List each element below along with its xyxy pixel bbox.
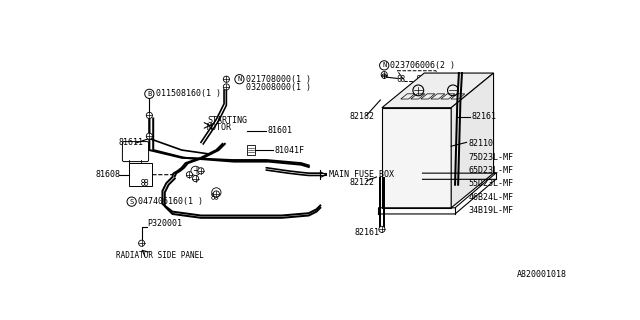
Circle shape bbox=[381, 71, 387, 78]
Text: 81608: 81608 bbox=[95, 170, 120, 179]
Text: -: - bbox=[214, 188, 218, 197]
Bar bbox=[129, 163, 152, 186]
Text: 81611: 81611 bbox=[118, 138, 143, 147]
Circle shape bbox=[186, 172, 193, 178]
Circle shape bbox=[147, 133, 152, 139]
Text: 55D23L-MF: 55D23L-MF bbox=[468, 180, 513, 188]
Text: P320001: P320001 bbox=[147, 219, 182, 228]
Text: 023706006(2 ): 023706006(2 ) bbox=[390, 61, 456, 70]
Circle shape bbox=[193, 175, 198, 182]
Text: 82122: 82122 bbox=[349, 178, 374, 187]
Text: 011508160(1 ): 011508160(1 ) bbox=[156, 89, 221, 98]
Polygon shape bbox=[382, 108, 451, 208]
Text: +: + bbox=[191, 166, 200, 176]
Text: MOTOR: MOTOR bbox=[207, 123, 232, 132]
Text: 82182: 82182 bbox=[349, 112, 374, 121]
Text: MAIN FUSE BOX: MAIN FUSE BOX bbox=[329, 170, 394, 179]
Circle shape bbox=[198, 168, 204, 174]
Circle shape bbox=[213, 191, 220, 197]
Polygon shape bbox=[382, 73, 493, 108]
Text: 81041F: 81041F bbox=[274, 146, 304, 155]
Circle shape bbox=[223, 84, 230, 90]
Text: 047406160(1 ): 047406160(1 ) bbox=[138, 197, 203, 206]
Text: 021708000(1 ): 021708000(1 ) bbox=[246, 75, 310, 84]
Text: N: N bbox=[382, 62, 387, 68]
Text: N: N bbox=[237, 76, 241, 82]
Text: RADIATOR SIDE PANEL: RADIATOR SIDE PANEL bbox=[116, 251, 204, 260]
Circle shape bbox=[147, 112, 152, 118]
Text: 82161: 82161 bbox=[472, 112, 497, 121]
Text: 81601: 81601 bbox=[268, 126, 293, 135]
Text: B: B bbox=[147, 91, 152, 97]
Circle shape bbox=[139, 240, 145, 246]
Text: S: S bbox=[129, 199, 134, 205]
Text: 032008000(1 ): 032008000(1 ) bbox=[246, 83, 310, 92]
Text: 75D23L-MF: 75D23L-MF bbox=[468, 153, 513, 162]
Circle shape bbox=[379, 226, 385, 232]
Text: 82161: 82161 bbox=[355, 228, 380, 237]
Text: 82110: 82110 bbox=[468, 140, 493, 148]
Bar bbox=[247, 145, 255, 156]
Circle shape bbox=[382, 74, 387, 78]
Polygon shape bbox=[451, 73, 493, 208]
Circle shape bbox=[223, 76, 230, 82]
Text: A820001018: A820001018 bbox=[516, 270, 566, 279]
Text: STARTING: STARTING bbox=[207, 116, 247, 125]
Text: 34B19L-MF: 34B19L-MF bbox=[468, 206, 513, 215]
Text: 65D23L-MF: 65D23L-MF bbox=[468, 166, 513, 175]
Text: 46B24L-MF: 46B24L-MF bbox=[468, 193, 513, 202]
